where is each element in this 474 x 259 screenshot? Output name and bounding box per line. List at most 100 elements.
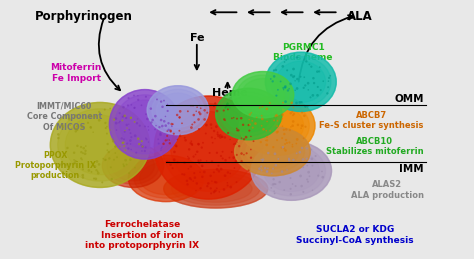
Point xyxy=(176,116,183,120)
Point xyxy=(158,124,166,128)
Point xyxy=(309,93,317,97)
Point xyxy=(287,111,294,115)
Point xyxy=(195,110,203,114)
Point xyxy=(171,159,178,163)
Point xyxy=(183,179,191,183)
Point xyxy=(220,188,228,192)
Point xyxy=(157,133,164,137)
Point xyxy=(84,121,92,125)
Point xyxy=(82,152,89,156)
Point xyxy=(259,160,266,164)
Point xyxy=(262,138,270,142)
Point xyxy=(165,138,173,142)
Point xyxy=(116,111,123,115)
Point xyxy=(79,151,87,155)
Point xyxy=(193,150,201,154)
Point xyxy=(248,119,256,123)
Point xyxy=(78,158,86,162)
Point xyxy=(282,85,289,90)
Point xyxy=(258,114,265,118)
Point xyxy=(211,180,219,184)
Point xyxy=(314,93,321,97)
Point xyxy=(224,131,232,135)
Point xyxy=(113,155,121,159)
Point xyxy=(255,167,263,171)
Point xyxy=(92,168,100,172)
Point xyxy=(203,159,210,163)
Point xyxy=(120,144,128,148)
Point xyxy=(121,130,128,134)
Point xyxy=(116,145,124,149)
Ellipse shape xyxy=(239,96,315,155)
Point xyxy=(266,101,273,105)
Point xyxy=(102,126,109,130)
Point xyxy=(301,83,309,88)
Point xyxy=(292,184,300,188)
Point xyxy=(243,151,250,155)
Ellipse shape xyxy=(109,90,180,159)
Point xyxy=(58,162,65,167)
Point xyxy=(141,149,149,153)
Point xyxy=(190,155,197,159)
Point xyxy=(165,121,173,125)
Point xyxy=(167,163,174,167)
Point xyxy=(232,159,240,163)
Text: ABCB10
Stabilizes mitoferrin: ABCB10 Stabilizes mitoferrin xyxy=(326,136,424,156)
Point xyxy=(90,130,97,134)
Point xyxy=(294,123,302,127)
Point xyxy=(176,115,183,119)
Point xyxy=(253,116,260,120)
Point xyxy=(192,153,200,157)
Point xyxy=(216,190,223,194)
Point xyxy=(283,141,291,145)
Point xyxy=(283,127,290,131)
Point xyxy=(224,183,231,188)
Ellipse shape xyxy=(265,52,336,111)
Point xyxy=(213,167,221,171)
Ellipse shape xyxy=(65,115,135,175)
Point xyxy=(221,174,229,178)
Point xyxy=(303,163,311,168)
Point xyxy=(221,135,228,140)
Point xyxy=(218,135,226,139)
Point xyxy=(286,140,293,145)
Point xyxy=(287,125,295,129)
Point xyxy=(238,152,246,156)
Point xyxy=(125,122,133,126)
Point xyxy=(123,162,130,167)
Ellipse shape xyxy=(156,93,200,127)
Point xyxy=(131,166,139,170)
Point xyxy=(207,123,215,127)
Point xyxy=(237,136,245,140)
Ellipse shape xyxy=(147,86,209,135)
Point xyxy=(273,124,281,128)
Point xyxy=(185,147,193,152)
Point xyxy=(219,135,226,139)
Point xyxy=(263,143,271,147)
Point xyxy=(217,135,224,140)
Ellipse shape xyxy=(115,95,175,154)
Text: PGRMC1
Binds heme: PGRMC1 Binds heme xyxy=(273,42,333,62)
Point xyxy=(155,141,163,146)
Point xyxy=(277,80,284,84)
Point xyxy=(55,136,62,140)
Point xyxy=(191,120,198,124)
Point xyxy=(195,127,203,131)
Point xyxy=(281,85,289,90)
Point xyxy=(82,149,89,153)
Ellipse shape xyxy=(163,104,255,191)
Point xyxy=(278,146,285,150)
Point xyxy=(252,121,259,126)
Point xyxy=(101,158,109,162)
Point xyxy=(171,150,178,154)
Point xyxy=(303,146,310,150)
Point xyxy=(189,123,196,127)
Point xyxy=(258,124,265,128)
Point xyxy=(103,132,111,136)
Point xyxy=(282,84,289,89)
Point xyxy=(234,128,241,132)
Point xyxy=(187,178,195,182)
Point xyxy=(123,126,131,130)
Point xyxy=(192,109,200,113)
Point xyxy=(142,95,150,99)
